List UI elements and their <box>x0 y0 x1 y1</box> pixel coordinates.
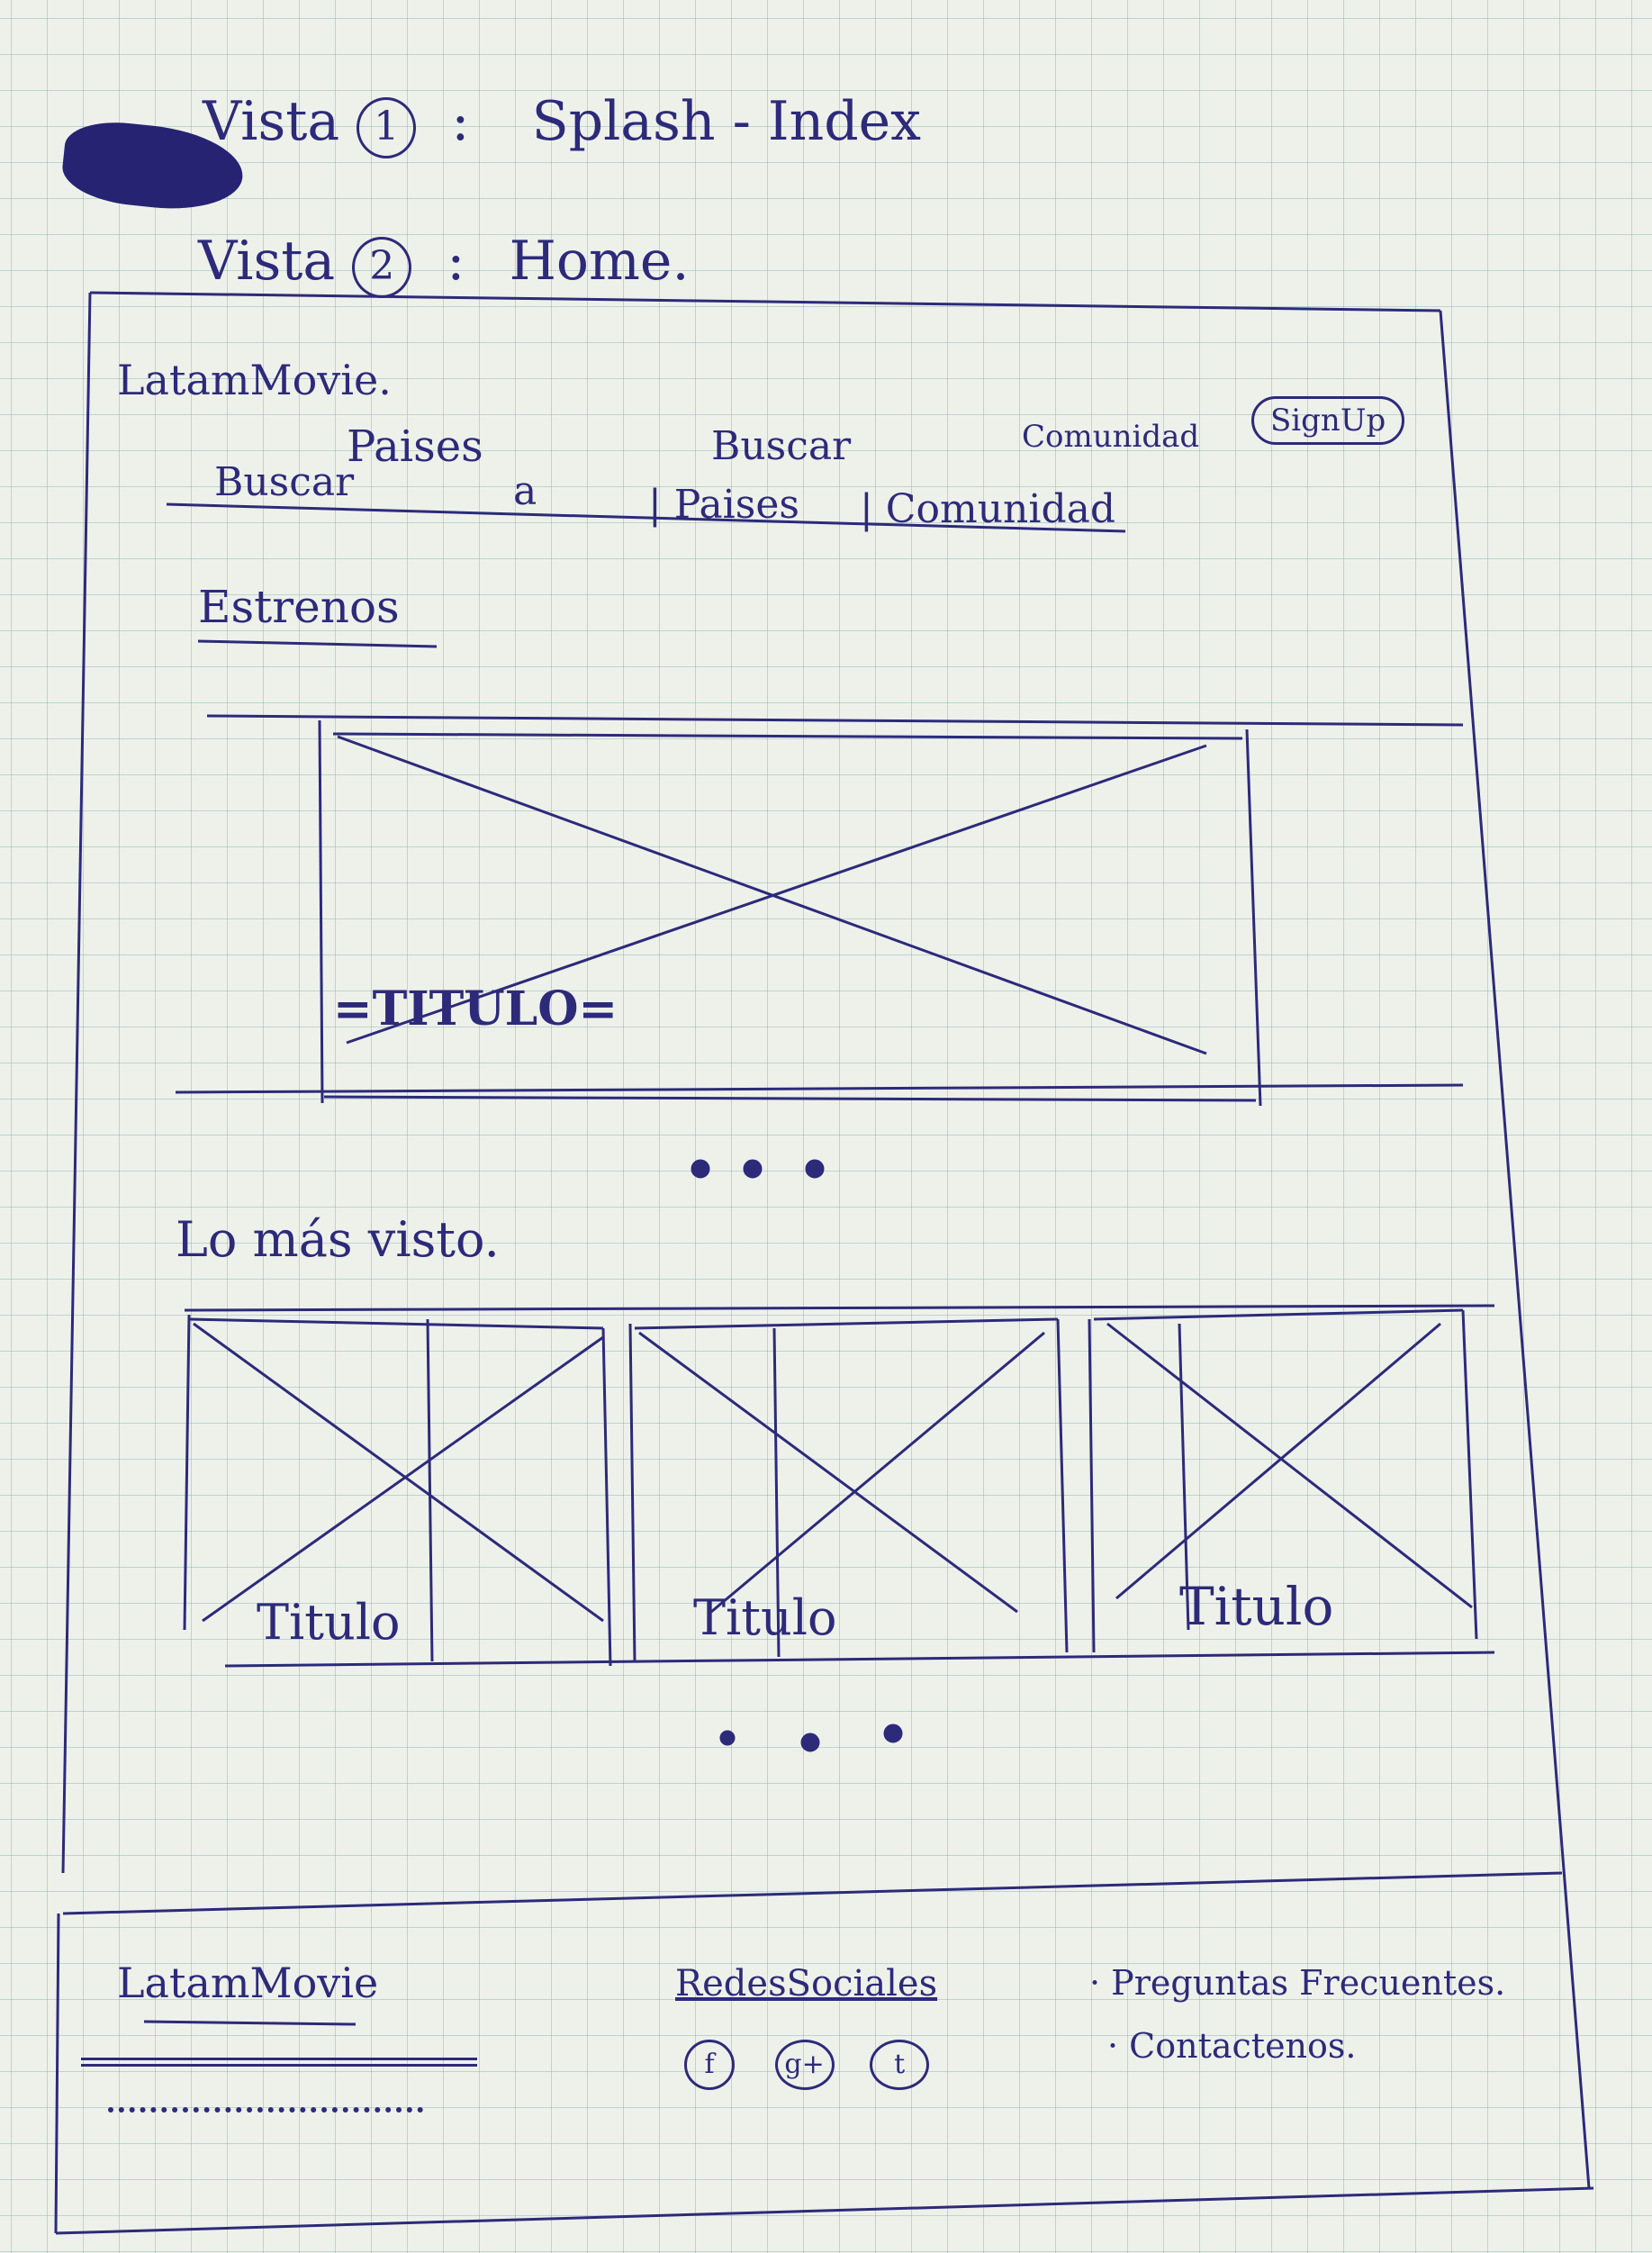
twitter-icon[interactable]: t <box>870 2040 930 2090</box>
footer-link-contact[interactable]: · Contactenos. <box>1107 2026 1357 2066</box>
view-1-name: Splash - Index <box>531 90 922 153</box>
vista-word-1: Vista <box>203 90 340 153</box>
google-plus-icon[interactable]: g+ <box>774 2040 835 2090</box>
card-title-2[interactable]: Titulo <box>693 1589 837 1646</box>
carousel-title: =TITULO= <box>333 982 618 1036</box>
section-title-estrenos: Estrenos <box>198 581 400 633</box>
footer-scribble-line-1 <box>81 2031 477 2067</box>
card-title-1[interactable]: Titulo <box>257 1594 401 1651</box>
search-input[interactable]: Buscar <box>214 459 355 505</box>
view-1-label: Vista 1 : Splash - Index <box>203 90 921 158</box>
footer-link-faq[interactable]: · Preguntas Frecuentes. <box>1089 1963 1506 2003</box>
social-icons-row: f g+ t <box>684 2040 930 2090</box>
search-icon[interactable]: a <box>513 468 537 514</box>
nav-paises-secondary[interactable]: | Paises <box>648 482 799 528</box>
vista-word-2: Vista <box>198 230 336 293</box>
footer-scribble-line-2 <box>108 2089 423 2113</box>
section-title-lo-mas-visto: Lo más visto. <box>176 1211 500 1268</box>
signup-button[interactable]: SignUp <box>1251 396 1405 445</box>
nav-buscar[interactable]: Buscar <box>711 423 852 469</box>
nav-paises[interactable]: Paises <box>347 421 483 472</box>
view-number-1: 1 <box>357 97 417 158</box>
facebook-icon[interactable]: f <box>684 2040 735 2090</box>
view-2-separator: : <box>447 230 465 293</box>
nav-comunidad[interactable]: Comunidad <box>1022 419 1200 455</box>
view-1-separator: : <box>451 90 470 153</box>
nav-comunidad-secondary[interactable]: | Comunidad <box>860 486 1116 532</box>
footer-social-heading: RedesSociales <box>675 1963 938 2004</box>
card-title-3[interactable]: Titulo <box>1179 1576 1334 1637</box>
brand-logo[interactable]: LatamMovie. <box>117 356 392 404</box>
footer-brand: LatamMovie <box>117 1959 379 2007</box>
view-2-name: Home. <box>509 230 690 293</box>
